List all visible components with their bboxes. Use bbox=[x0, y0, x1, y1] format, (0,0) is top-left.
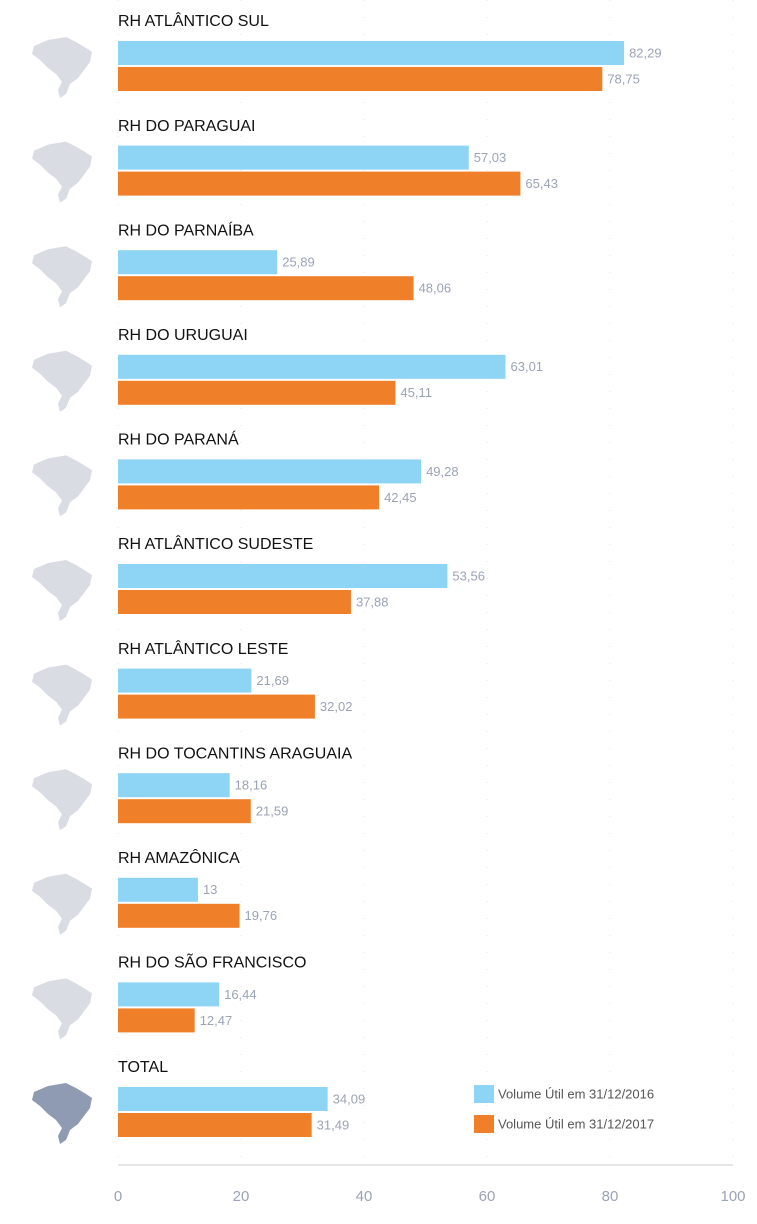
map-icon bbox=[32, 141, 92, 203]
value-label: 78,75 bbox=[607, 71, 640, 86]
value-label: 19,76 bbox=[245, 908, 278, 923]
value-label: 13 bbox=[203, 882, 217, 897]
bar bbox=[118, 67, 603, 91]
bar bbox=[118, 877, 198, 902]
map-icon bbox=[32, 246, 92, 308]
value-label: 32,02 bbox=[320, 699, 353, 714]
category-label: RH ATLÂNTICO SUDESTE bbox=[118, 534, 313, 553]
category-label: TOTAL bbox=[118, 1059, 168, 1076]
bar bbox=[118, 171, 521, 196]
category-label: RH DO TOCANTINS ARAGUAIA bbox=[118, 745, 352, 762]
bar bbox=[118, 982, 220, 1007]
map-icon bbox=[32, 560, 92, 621]
legend-swatch bbox=[474, 1115, 494, 1133]
bar bbox=[118, 590, 351, 614]
bar bbox=[118, 145, 469, 170]
bar bbox=[118, 354, 506, 379]
value-label: 12,47 bbox=[200, 1013, 233, 1028]
x-tick-label: 20 bbox=[233, 1188, 250, 1205]
x-tick-label: 0 bbox=[114, 1188, 122, 1205]
map-icon bbox=[32, 978, 92, 1040]
value-label: 82,29 bbox=[629, 45, 662, 60]
value-label: 63,01 bbox=[511, 359, 544, 374]
value-label: 37,88 bbox=[356, 594, 389, 609]
value-label: 65,43 bbox=[525, 176, 558, 191]
bar bbox=[118, 694, 315, 719]
bar bbox=[118, 668, 252, 693]
bar bbox=[118, 1087, 328, 1111]
category-label: RH ATLÂNTICO SUL bbox=[118, 11, 269, 30]
bar bbox=[118, 41, 625, 65]
x-tick-label: 100 bbox=[720, 1188, 745, 1205]
legend-swatch bbox=[474, 1085, 494, 1103]
x-tick-label: 80 bbox=[602, 1188, 619, 1205]
value-label: 16,44 bbox=[224, 987, 257, 1002]
value-label: 31,49 bbox=[317, 1117, 350, 1132]
bar bbox=[118, 250, 278, 275]
x-tick-label: 40 bbox=[356, 1188, 373, 1205]
bar bbox=[118, 564, 448, 588]
map-icon bbox=[32, 873, 92, 935]
map-icon bbox=[32, 664, 92, 726]
category-label: RH DO PARNAÍBA bbox=[118, 220, 254, 239]
value-label: 21,69 bbox=[256, 673, 289, 688]
map-icon bbox=[32, 350, 92, 412]
value-label: 53,56 bbox=[452, 568, 485, 583]
category-label: RH AMAZÔNICA bbox=[118, 848, 240, 867]
category-label: RH DO PARAGUAI bbox=[118, 118, 256, 135]
value-label: 18,16 bbox=[235, 778, 268, 793]
bar bbox=[118, 276, 414, 301]
value-label: 25,89 bbox=[282, 255, 315, 270]
category-label: RH DO URUGUAI bbox=[118, 327, 248, 344]
bar bbox=[118, 380, 396, 405]
bar bbox=[118, 485, 380, 510]
category-label: RH DO PARANÁ bbox=[118, 430, 239, 449]
category-label: RH DO SÃO FRANCISCO bbox=[118, 952, 306, 972]
value-label: 45,11 bbox=[400, 385, 432, 400]
map-icon bbox=[32, 1083, 92, 1144]
bar bbox=[118, 903, 240, 928]
bar bbox=[118, 459, 422, 484]
value-label: 34,09 bbox=[333, 1091, 366, 1106]
value-label: 48,06 bbox=[419, 281, 452, 296]
bar bbox=[118, 773, 230, 798]
bar bbox=[118, 799, 251, 824]
x-tick-label: 60 bbox=[479, 1188, 496, 1205]
value-label: 49,28 bbox=[426, 464, 459, 479]
map-icon bbox=[32, 769, 92, 831]
value-label: 21,59 bbox=[256, 804, 289, 819]
category-label: RH ATLÂNTICO LESTE bbox=[118, 639, 288, 658]
map-icon bbox=[32, 455, 92, 517]
legend-label: Volume Útil em 31/12/2017 bbox=[498, 1116, 654, 1131]
bar bbox=[118, 1113, 312, 1137]
bar bbox=[118, 1008, 195, 1033]
value-label: 42,45 bbox=[384, 490, 417, 505]
value-label: 57,03 bbox=[474, 150, 507, 165]
map-icon bbox=[32, 37, 92, 98]
legend-label: Volume Útil em 31/12/2016 bbox=[498, 1086, 654, 1101]
